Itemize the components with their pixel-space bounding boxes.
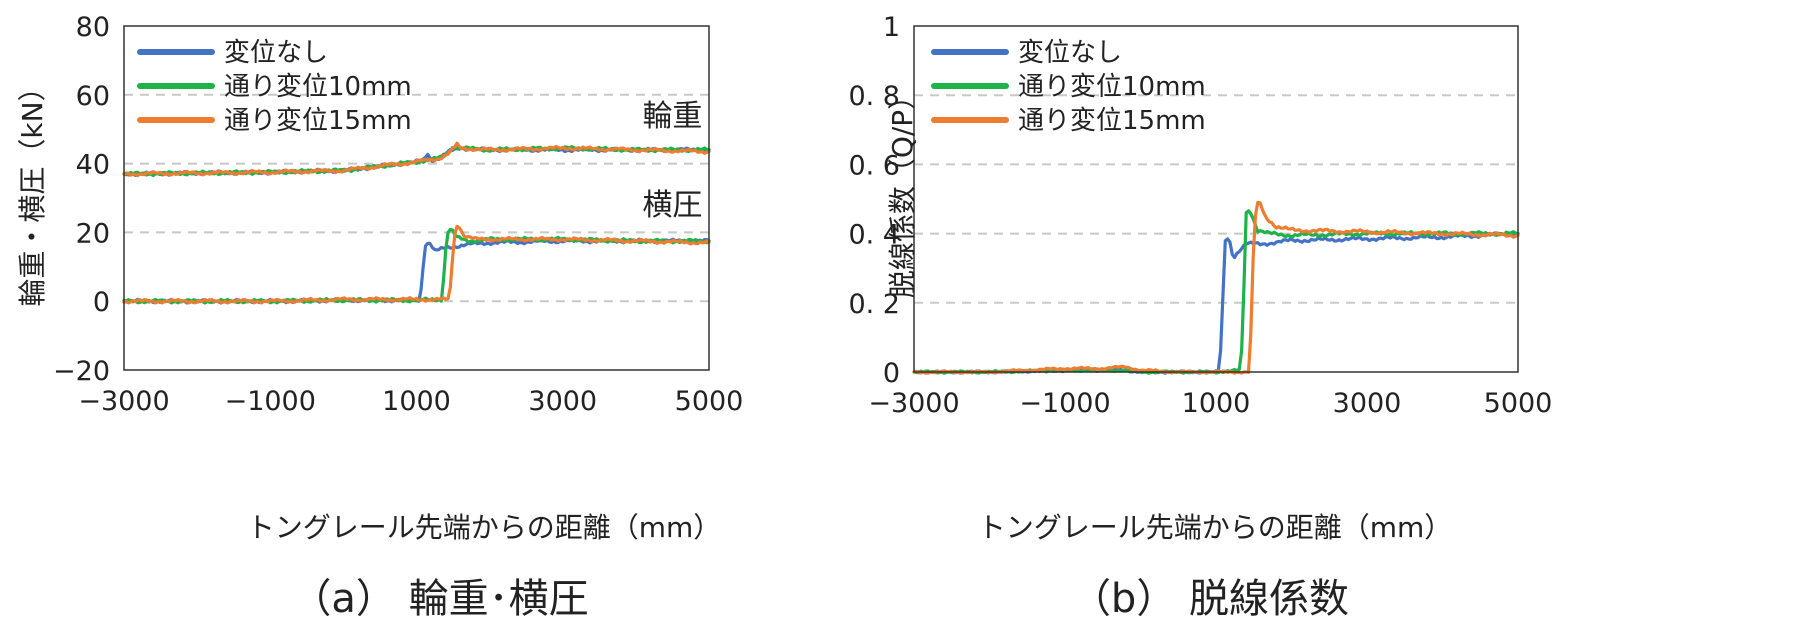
- panel-b-caption: （b） 脱線係数: [1071, 576, 1349, 622]
- panel-a-grid: [124, 93, 709, 303]
- x-tick-label: −1000: [225, 386, 316, 417]
- y-tick-label: 0. 8: [848, 81, 900, 112]
- x-tick-label: 3000: [528, 386, 597, 417]
- panel-b-grid: [914, 94, 1518, 304]
- x-tick-label: −1000: [1019, 388, 1110, 419]
- annotation-label: 輪重: [642, 99, 702, 134]
- y-tick-label: 0. 2: [848, 289, 900, 320]
- series-line-d15: [912, 200, 1520, 375]
- y-tick-label: 20: [76, 218, 110, 249]
- x-tick-label: 3000: [1333, 388, 1402, 419]
- panel-a: −3000 −1000 1000 3000 5000 −20 0 20 40 60 80 輪重横圧…: [16, 12, 743, 622]
- annotation-label: 横圧: [642, 188, 702, 223]
- y-tick-label: 0. 4: [848, 220, 900, 251]
- x-tick-label: 1000: [382, 386, 451, 417]
- y-tick-label: 40: [76, 150, 110, 181]
- y-tick-label: 0: [93, 287, 110, 318]
- series-line-none: [122, 237, 711, 305]
- y-tick-label: 1: [883, 12, 900, 43]
- x-tick-label: −3000: [868, 388, 959, 419]
- panel-a-plot-frame: [123, 25, 710, 371]
- panel-a-y-axis-label: 輪重・横圧（kN）: [16, 73, 49, 306]
- panel-a-caption: （a） 輪重･横圧: [291, 576, 588, 622]
- series-line-d15: [122, 141, 711, 178]
- panel-b-x-ticks: −3000 −1000 1000 3000 5000: [868, 388, 1552, 419]
- y-tick-label: 60: [76, 81, 110, 112]
- legend-label: 変位なし: [224, 38, 328, 68]
- panel-b-series: [912, 200, 1520, 375]
- legend-label: 通り変位10mm: [1018, 72, 1206, 102]
- legend-label: 変位なし: [1018, 38, 1122, 68]
- panel-b-plot-frame: [913, 25, 1519, 373]
- panel-b-y-axis-label: 脱線係数（Q/P）: [886, 82, 919, 298]
- panel-a-x-axis-label: トングレール先端からの距離（mm）: [247, 511, 722, 544]
- panel-a-y-ticks: −20 0 20 40 60 80: [53, 12, 110, 387]
- x-tick-label: 1000: [1182, 388, 1251, 419]
- panel-b-y-ticks: 0 0. 2 0. 4 0. 6 0. 8 1: [848, 12, 900, 389]
- panel-b: −3000 −1000 1000 3000 5000 0 0. 2 0. 4 0. 6 0. 8…: [848, 12, 1552, 622]
- panel-a-series: [122, 141, 711, 305]
- legend-label: 通り変位15mm: [224, 106, 412, 136]
- x-tick-label: 5000: [1484, 388, 1553, 419]
- x-tick-label: −3000: [78, 386, 169, 417]
- y-tick-label: 80: [76, 12, 110, 43]
- y-tick-label: −20: [53, 356, 110, 387]
- y-tick-label: 0. 6: [848, 150, 900, 181]
- series-line-d15: [122, 224, 711, 305]
- series-line-d10: [912, 209, 1520, 375]
- legend-label: 通り変位10mm: [224, 72, 412, 102]
- panel-b-x-axis-label: トングレール先端からの距離（mm）: [978, 511, 1453, 544]
- y-tick-label: 0: [883, 358, 900, 389]
- panel-a-x-ticks: −3000 −1000 1000 3000 5000: [78, 386, 743, 417]
- x-tick-label: 5000: [675, 386, 744, 417]
- legend-label: 通り変位15mm: [1018, 106, 1206, 136]
